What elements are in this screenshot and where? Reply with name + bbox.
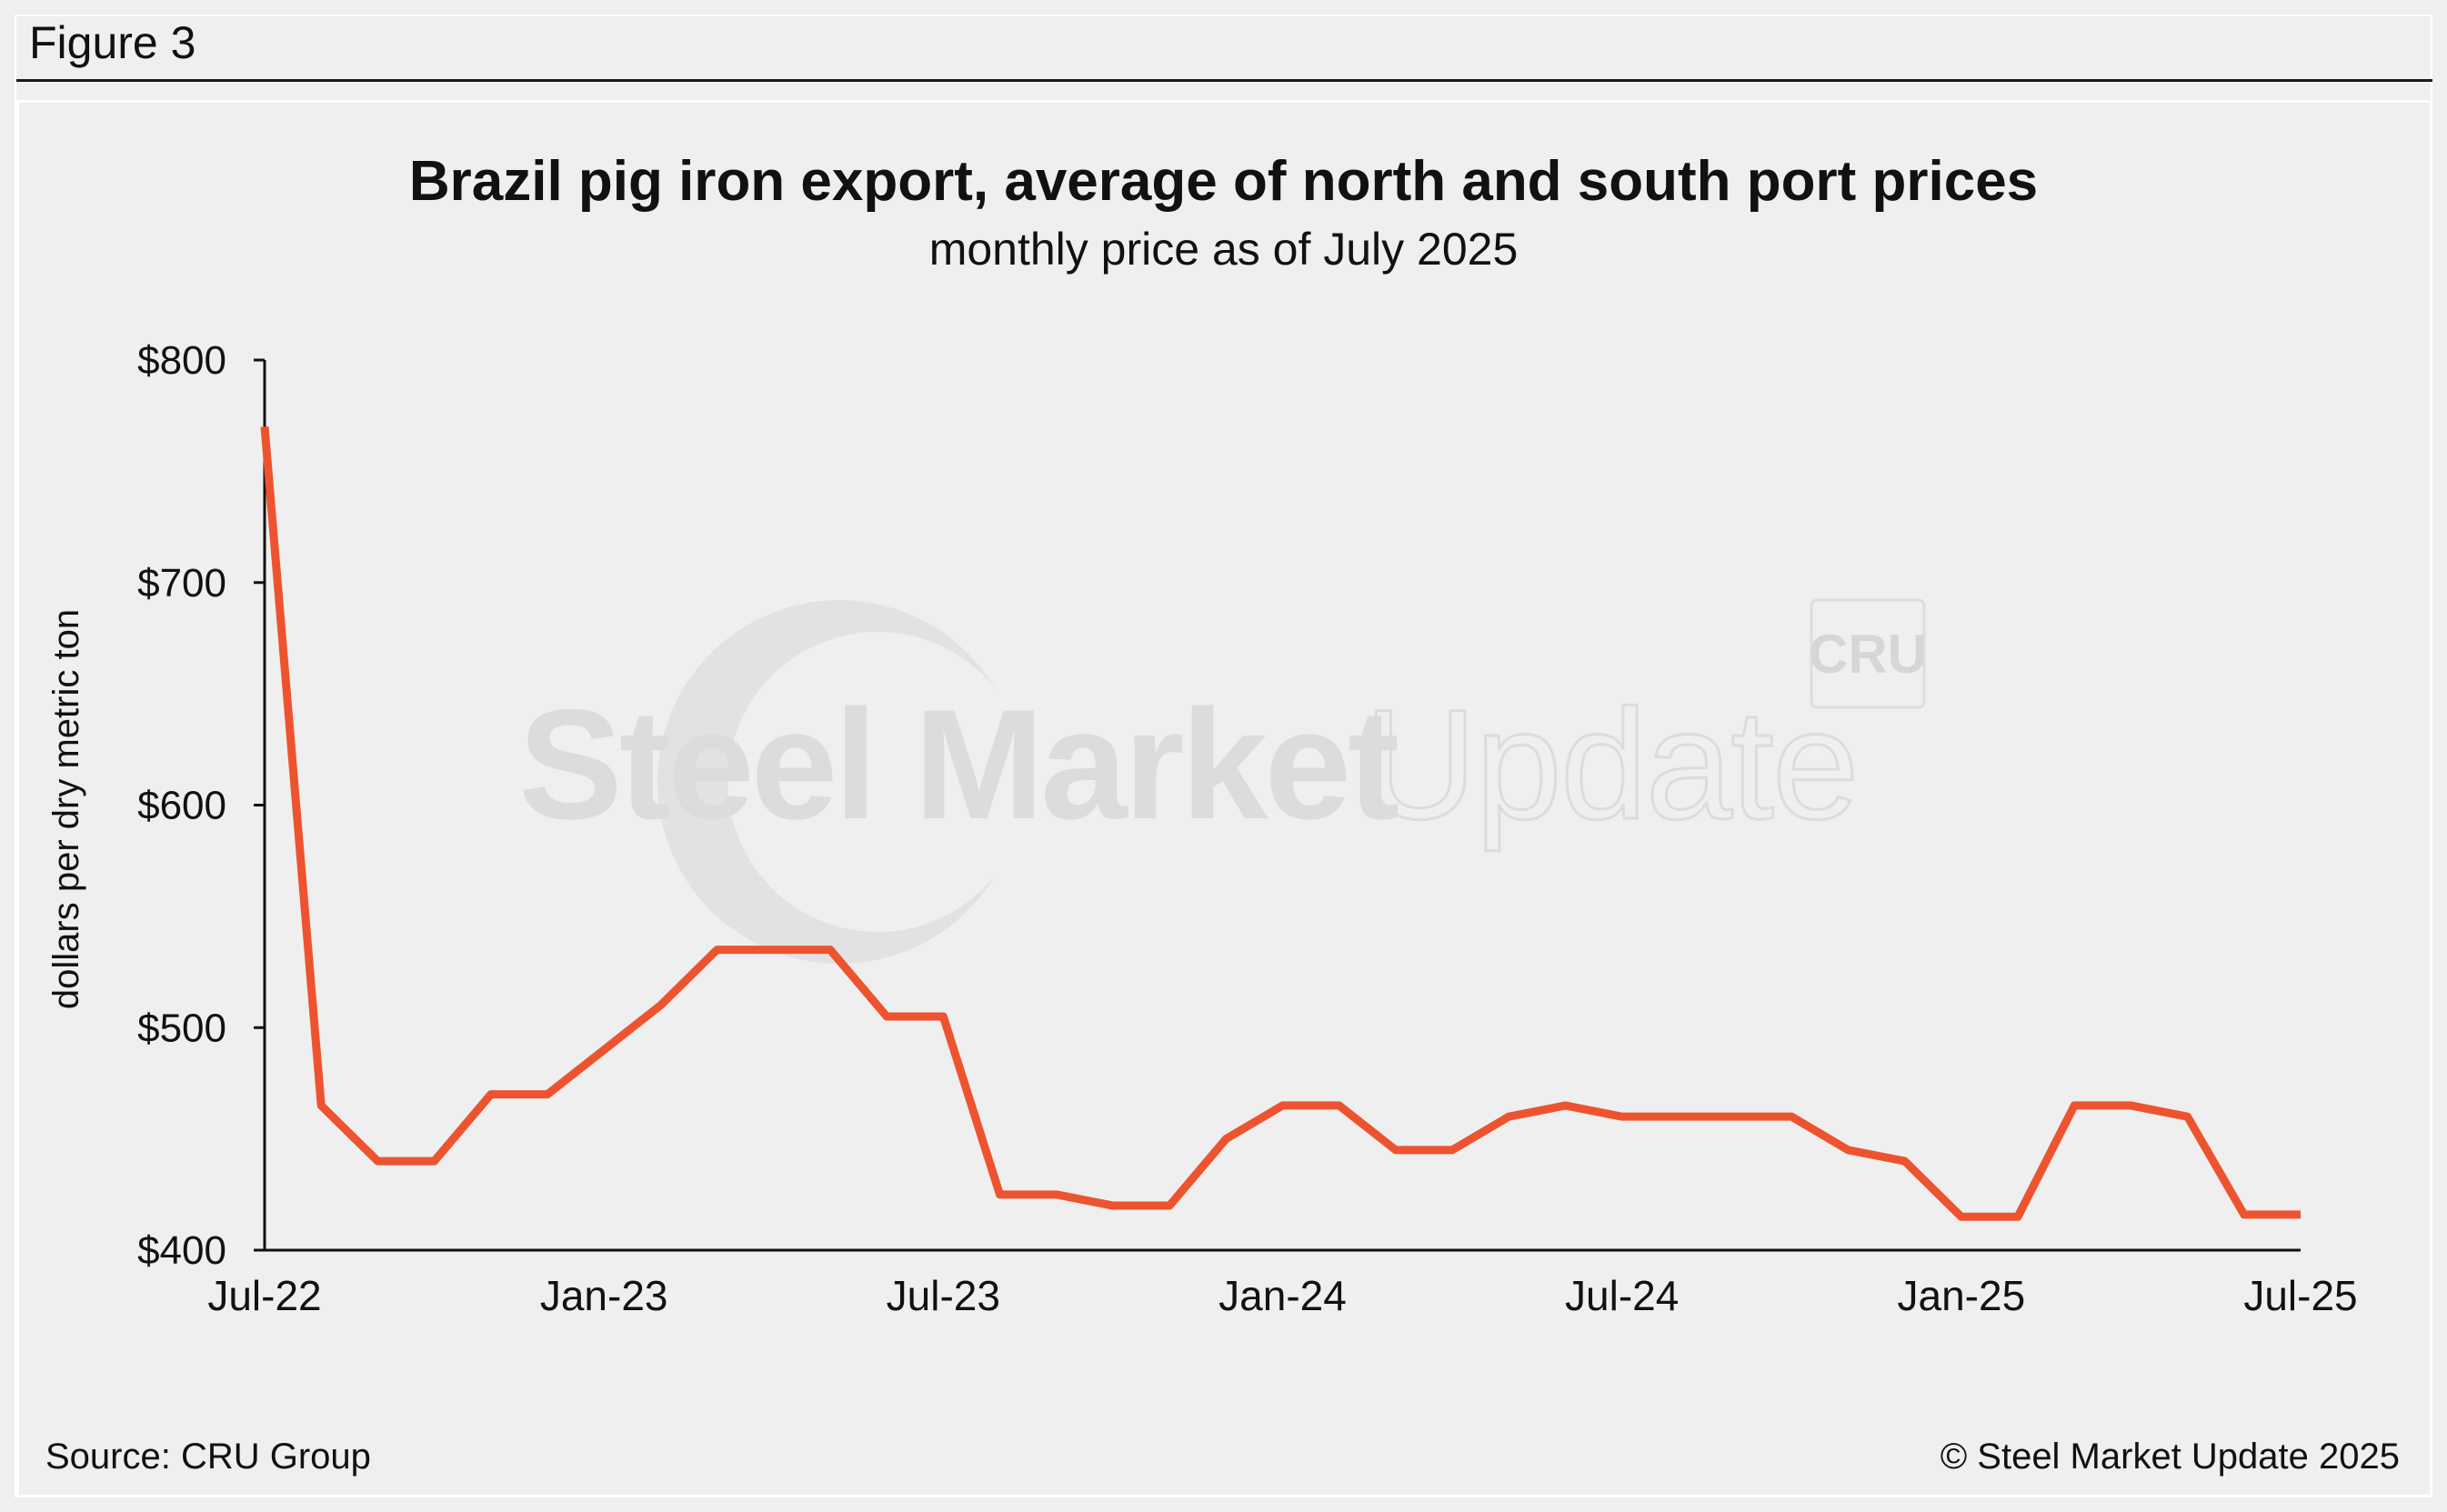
x-tick-label: Jul-25 xyxy=(2243,1272,2357,1319)
x-tick-label: Jan-25 xyxy=(1898,1272,2026,1319)
chart-panel xyxy=(16,100,2432,1497)
x-tick-label: Jul-24 xyxy=(1565,1272,1679,1319)
x-tick-label: Jul-22 xyxy=(207,1272,321,1319)
chart-title: Brazil pig iron export, average of north… xyxy=(408,150,2039,213)
x-tick-label: Jan-24 xyxy=(1218,1272,1347,1319)
source-text: Source: CRU Group xyxy=(45,1437,371,1477)
figure-divider xyxy=(16,79,2432,82)
watermark-badge-icon xyxy=(1810,598,1926,709)
chart-subtitle: monthly price as of July 2025 xyxy=(928,224,1519,275)
watermark: Steel Market Update CRU xyxy=(518,598,1927,965)
y-tick-label: $500 xyxy=(137,1006,226,1050)
x-tick-label: Jul-23 xyxy=(887,1272,1000,1319)
figure-label: Figure 3 xyxy=(29,17,196,68)
copyright-text: © Steel Market Update 2025 xyxy=(1940,1437,2400,1477)
series-layer xyxy=(260,426,2302,1221)
y-tick-label: $400 xyxy=(137,1228,226,1273)
x-tick-label: Jan-23 xyxy=(540,1272,668,1319)
y-tick-label: $600 xyxy=(137,784,226,828)
y-axis-label: dollars per dry metric ton xyxy=(46,609,86,1009)
watermark-brand-bold: Steel Market xyxy=(518,677,1399,852)
y-axis-ticks: $400 $500 $600 $700 $800 xyxy=(137,338,265,1273)
x-axis-ticks: Jul-22 Jan-23 Jul-23 Jan-24 Jul-24 Jan-25 Jul-… xyxy=(207,1272,2357,1319)
y-tick-label: $700 xyxy=(137,561,226,606)
watermark-brand-light: Update xyxy=(1364,677,1858,852)
watermark-swoosh-icon xyxy=(657,600,996,965)
y-tick-label: $800 xyxy=(137,338,226,383)
watermark-badge-text: CRU xyxy=(1809,624,1927,685)
